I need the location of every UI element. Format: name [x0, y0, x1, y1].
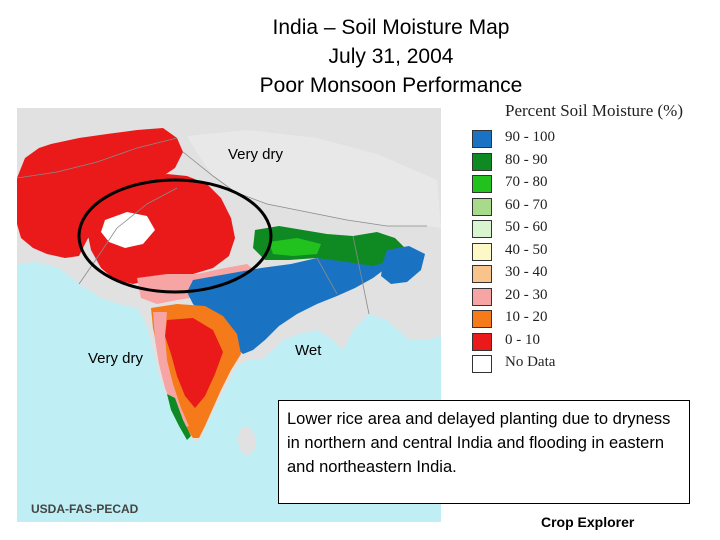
legend-label: 90 - 100: [505, 129, 555, 145]
legend-swatch: [472, 175, 492, 193]
legend-label: 0 - 10: [505, 331, 540, 348]
wet-region-east: [187, 246, 389, 354]
annotation-wet-east: Wet: [295, 342, 322, 359]
legend-label: 60 - 70: [505, 196, 548, 213]
brand-label: Crop Explorer: [541, 514, 635, 530]
legend-label: 80 - 90: [505, 151, 548, 168]
legend-swatch: [472, 287, 492, 306]
annotation-very-dry-north: Very dry: [228, 146, 284, 163]
wet-region-far-northeast: [381, 246, 425, 284]
very-dry-south-core: [165, 318, 223, 408]
dry-zone-highlight-ellipse: [77, 178, 273, 294]
legend-swatch: [472, 332, 492, 351]
border-lines: [17, 137, 427, 315]
map-title-date: July 31, 2004: [328, 45, 454, 68]
tibet-plateau: [187, 130, 441, 228]
legend-swatch: [472, 310, 492, 328]
explanation-note: Lower rice area and delayed planting due…: [278, 400, 690, 504]
map-title-line-1: India – Soil Moisture Map: [272, 16, 510, 39]
soil-moisture-map: [17, 108, 441, 522]
legend-swatch: [472, 130, 492, 148]
map-subtitle: Poor Monsoon Performance: [259, 74, 523, 97]
legend-label: 20 - 30: [505, 286, 548, 303]
dry-region-northwest: [17, 128, 183, 258]
legend-label: 30 - 40: [505, 264, 548, 280]
sri-lanka: [237, 426, 255, 456]
legend-label: No Data: [505, 354, 556, 370]
legend-swatch: [472, 197, 492, 216]
legend-label: 50 - 60: [505, 219, 548, 235]
legend-swatch: [472, 242, 492, 261]
no-data-patch: [101, 212, 155, 248]
legend-swatch: [472, 220, 492, 238]
pink-edge-south: [153, 312, 189, 428]
coastal-green-strip: [167, 394, 191, 440]
green-region-northeast: [253, 226, 405, 266]
dry-region-north-india: [87, 174, 235, 284]
legend-label: 70 - 80: [505, 174, 548, 190]
legend-swatch: [472, 152, 492, 171]
legend-swatch: [472, 355, 492, 373]
legend-swatch: [472, 265, 492, 283]
legend-title: Percent Soil Moisture (%): [505, 101, 683, 120]
legend-label: 40 - 50: [505, 241, 548, 258]
legend-label: 10 - 20: [505, 309, 548, 325]
annotation-very-dry-west: Very dry: [88, 350, 144, 367]
source-credit: USDA-FAS-PECAD: [31, 502, 139, 516]
light-green-patch: [269, 238, 321, 256]
